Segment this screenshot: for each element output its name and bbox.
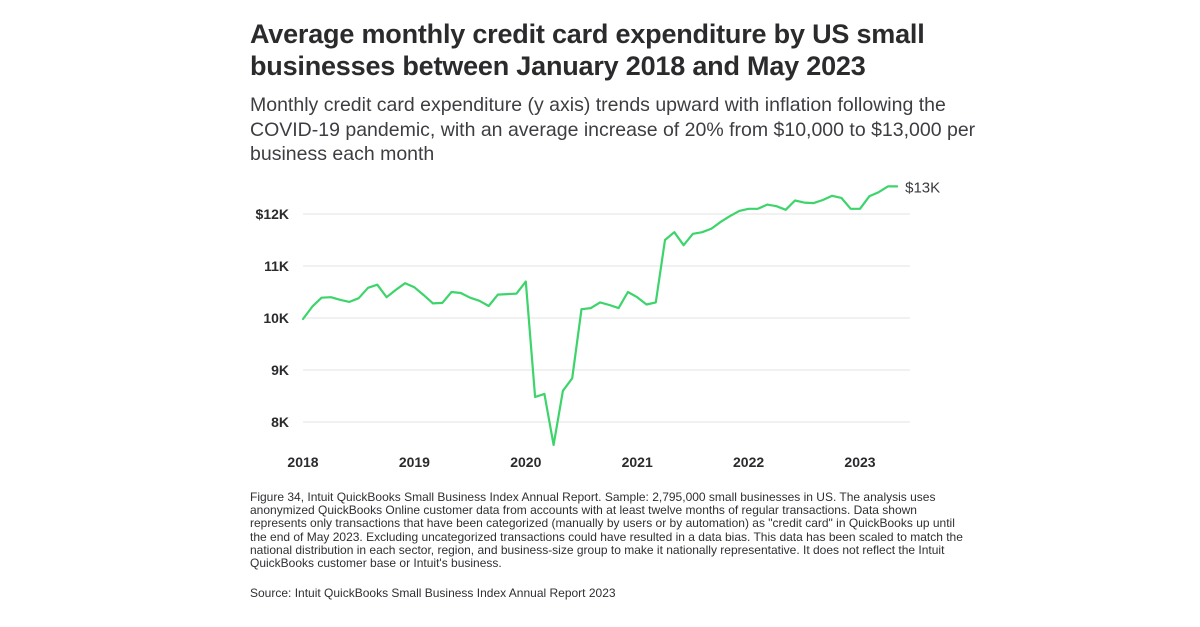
chart-subtitle: Monthly credit card expenditure (y axis)… <box>250 94 976 165</box>
x-tick-label: 2018 <box>287 454 318 470</box>
y-tick-label: 11K <box>264 258 289 274</box>
series-line-0 <box>301 185 899 446</box>
x-tick-label: 2021 <box>622 454 653 470</box>
series-group <box>301 185 899 446</box>
y-tick-label: $12K <box>256 206 289 222</box>
x-tick-label: 2020 <box>510 454 541 470</box>
source-note: Source: Intuit QuickBooks Small Business… <box>250 586 616 600</box>
x-axis-labels: 2018 2019 2020 2021 2022 2023 <box>287 454 875 470</box>
y-tick-label: 9K <box>271 362 289 378</box>
gridlines <box>303 213 910 423</box>
chart-title: Average monthly credit card expenditure … <box>250 19 925 81</box>
y-tick-label: 10K <box>263 310 289 326</box>
figure-footnote: Figure 34, Intuit QuickBooks Small Busin… <box>250 490 963 571</box>
end-value-label: $13K <box>905 179 940 196</box>
y-tick-label: 8K <box>271 414 289 430</box>
x-tick-label: 2022 <box>733 454 764 470</box>
x-tick-label: 2019 <box>399 454 430 470</box>
x-tick-label: 2023 <box>844 454 875 470</box>
y-axis-labels: 8K 9K 10K 11K $12K <box>256 206 289 430</box>
